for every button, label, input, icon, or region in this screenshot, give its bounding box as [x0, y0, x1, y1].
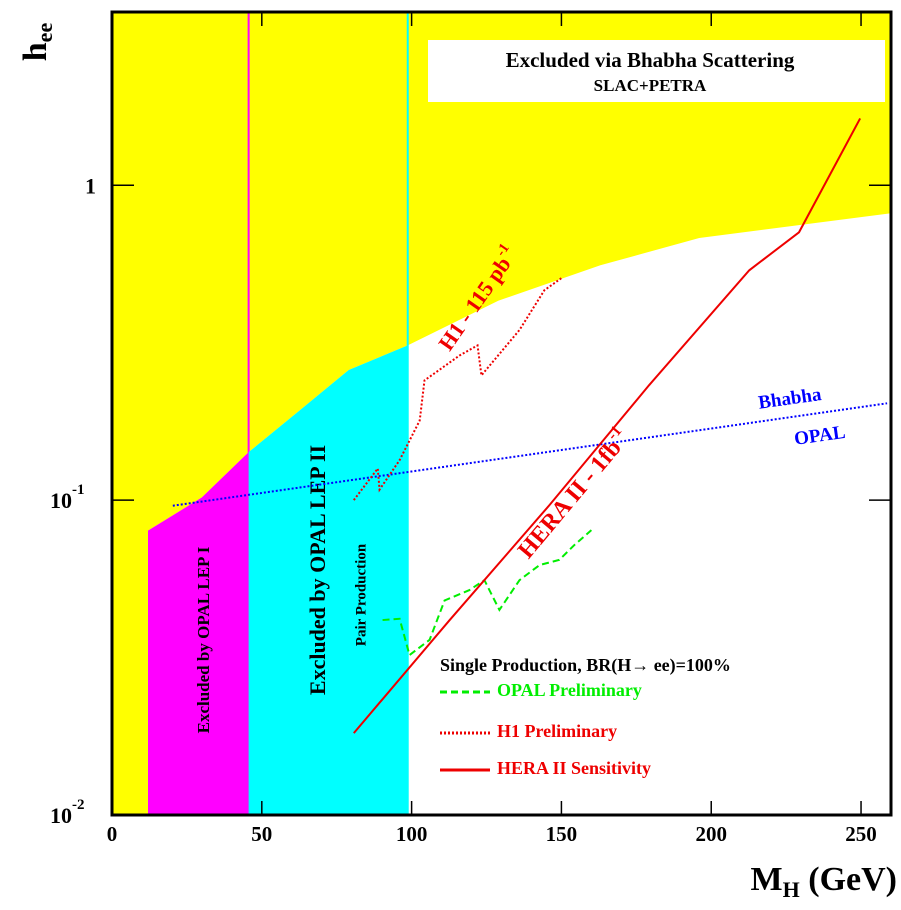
y-tick-exponent: -1: [72, 483, 85, 499]
x-tick-label: 50: [251, 822, 272, 846]
y-tick-label: 10-1: [50, 483, 85, 514]
region-label: Excluded by OPAL LEP I: [194, 546, 213, 733]
box-subtitle: SLAC+PETRA: [594, 76, 707, 95]
region-label: Excluded by OPAL LEP II: [305, 445, 330, 695]
y-label-sub: ee: [32, 23, 57, 43]
y-tick-exponent: -2: [72, 797, 85, 813]
x-axis-label: MH (GeV): [751, 861, 897, 902]
y-tick-base: 10: [50, 488, 72, 513]
x-label-suffix: (GeV): [800, 861, 897, 898]
x-tick-label: 0: [107, 822, 118, 846]
x-label-sub: H: [783, 877, 800, 902]
y-tick-label: 1: [85, 173, 96, 198]
x-tick-label: 150: [546, 822, 578, 846]
y-axis-label: hee: [17, 23, 57, 62]
series-line: [352, 277, 563, 501]
y-label-main: h: [17, 42, 54, 61]
region-note: Pair Production: [353, 543, 369, 646]
series-line: [353, 117, 862, 734]
reference-line: [172, 402, 888, 507]
legend-label: OPAL Preliminary: [497, 680, 642, 700]
x-tick-label: 250: [845, 822, 877, 846]
legend-label: HERA II Sensitivity: [497, 758, 651, 778]
box-title: Excluded via Bhabha Scattering: [506, 48, 795, 72]
plot-frame: [110, 10, 893, 817]
legend-title: Single Production, BR(H→ ee)=100%: [440, 655, 731, 676]
x-label-main: M: [751, 861, 783, 898]
x-tick-label: 200: [695, 822, 727, 846]
x-tick-label: 100: [396, 822, 428, 846]
y-tick-base: 10: [50, 803, 72, 828]
y-tick-label: 10-2: [50, 797, 85, 828]
legend-label: H1 Preliminary: [497, 721, 617, 741]
label-box: [428, 40, 885, 102]
